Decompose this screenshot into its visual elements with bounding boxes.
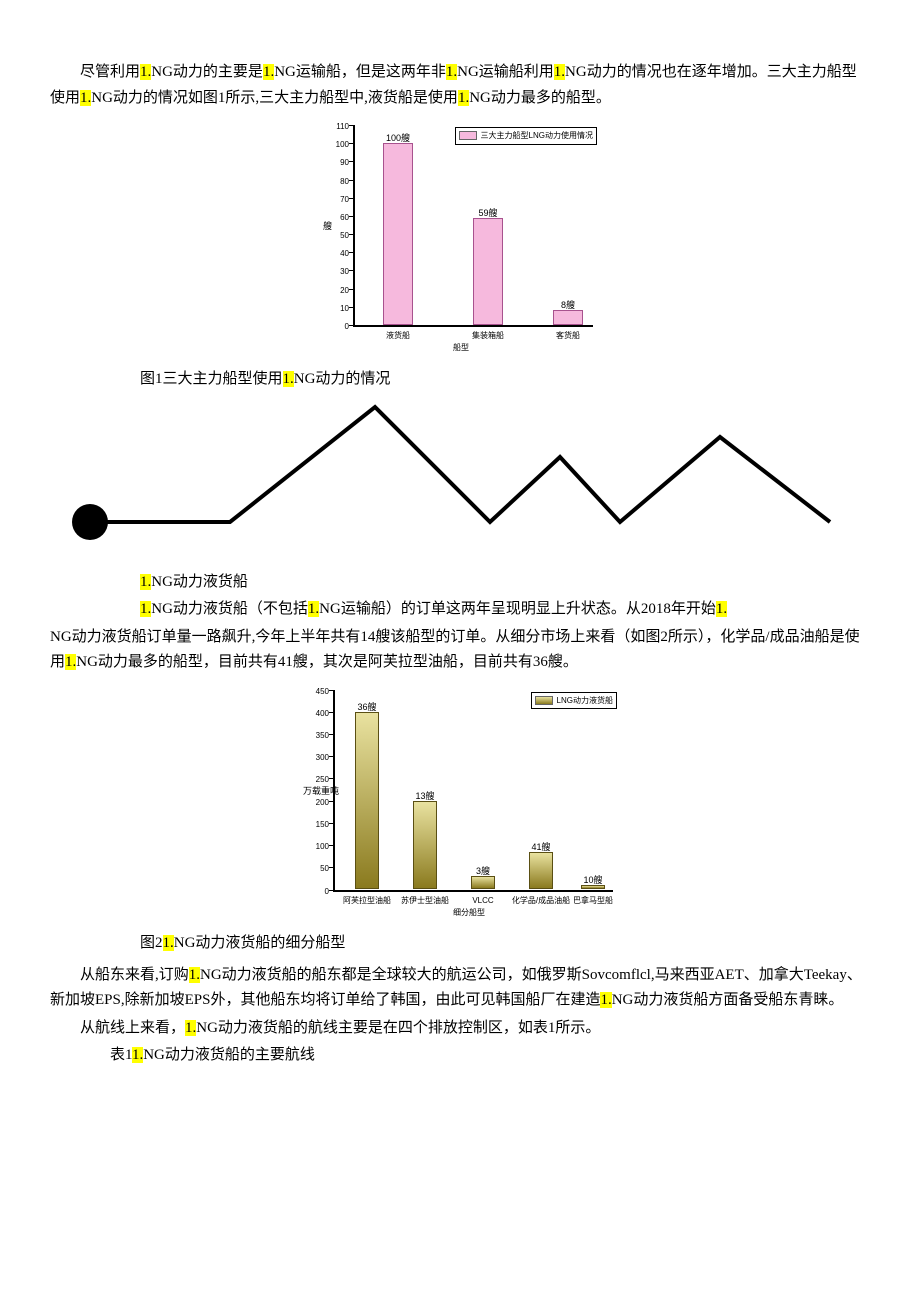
text: 图1三大主力船型使用 — [140, 371, 283, 387]
highlight: 1. — [140, 601, 151, 617]
highlight: 1. — [65, 654, 76, 670]
highlight: 1. — [80, 90, 91, 106]
highlight: 1. — [189, 967, 200, 983]
highlight: 1. — [263, 64, 274, 80]
highlight: 1. — [140, 574, 151, 590]
zigzag-svg — [60, 402, 860, 552]
text: NG运输船，但是这两年非 — [274, 64, 446, 80]
text: NG动力最多的船型。 — [469, 90, 611, 106]
chart1-container: 0102030405060708090100110艘100艘液货船59艘集装箱船… — [50, 115, 870, 365]
text: NG动力最多的船型，目前共有41艘，其次是阿芙拉型油船，目前共有36艘。 — [76, 654, 578, 670]
paragraph-shipowners: 从船东来看,订购1.NG动力液货船的船东都是全球较大的航运公司，如俄罗斯Sovc… — [50, 963, 870, 1014]
highlight: 1. — [446, 64, 457, 80]
paragraph-intro: 尽管利用1.NG动力的主要是1.NG运输船，但是这两年非1.NG运输船利用1.N… — [50, 60, 870, 111]
highlight: 1. — [716, 601, 727, 617]
text: 尽管利用 — [80, 64, 140, 80]
text: 图2 — [140, 935, 163, 951]
highlight: 1. — [132, 1047, 143, 1063]
highlight: 1. — [185, 1020, 196, 1036]
text: NG动力的情况 — [294, 371, 391, 387]
chart2-container: 050100150200250300350400450万载重吨36艘阿芙拉型油船… — [50, 680, 870, 930]
text: NG动力液货船（不包括 — [151, 601, 308, 617]
paragraph-tanker-lead: 1.NG动力液货船（不包括1.NG运输船）的订单这两年呈现明显上升状态。从201… — [140, 597, 870, 623]
text: NG运输船）的订单这两年呈现明显上升状态。从2018年开始 — [319, 601, 716, 617]
text: 从船东来看,订购 — [80, 967, 189, 983]
paragraph-routes: 从航线上来看，1.NG动力液货船的航线主要是在四个排放控制区，如表1所示。 — [50, 1016, 870, 1042]
highlight: 1. — [140, 64, 151, 80]
text: 从航线上来看， — [80, 1020, 185, 1036]
table1-caption: 表11.NG动力液货船的主要航线 — [110, 1043, 870, 1069]
highlight: 1. — [554, 64, 565, 80]
text: NG动力液货船的航线主要是在四个排放控制区，如表1所示。 — [196, 1020, 600, 1036]
text: NG动力液货船的细分船型 — [174, 935, 346, 951]
highlight: 1. — [308, 601, 319, 617]
figure1-caption: 图1三大主力船型使用1.NG动力的情况 — [140, 367, 870, 393]
highlight: 1. — [600, 992, 611, 1008]
text: NG动力液货船的主要航线 — [143, 1047, 315, 1063]
chart2: 050100150200250300350400450万载重吨36艘阿芙拉型油船… — [297, 680, 623, 920]
text: 表1 — [110, 1047, 132, 1063]
text: NG动力的情况如图1所示,三大主力船型中,液货船是使用 — [91, 90, 458, 106]
chart1: 0102030405060708090100110艘100艘液货船59艘集装箱船… — [317, 115, 603, 355]
subheading-tanker: 1.NG动力液货船 — [140, 570, 870, 596]
figure2-caption: 图21.NG动力液货船的细分船型 — [140, 931, 870, 957]
text: NG动力液货船方面备受船东青睐。 — [612, 992, 844, 1008]
text: NG运输船利用 — [457, 64, 554, 80]
highlight: 1. — [283, 371, 294, 387]
highlight: 1. — [458, 90, 469, 106]
paragraph-tanker-body: NG动力液货船订单量一路飙升,今年上半年共有14艘该船型的订单。从细分市场上来看… — [50, 625, 870, 676]
divider-zigzag — [50, 402, 870, 562]
text: NG动力的主要是 — [151, 64, 263, 80]
text: NG动力液货船 — [151, 574, 248, 590]
highlight: 1. — [163, 935, 174, 951]
